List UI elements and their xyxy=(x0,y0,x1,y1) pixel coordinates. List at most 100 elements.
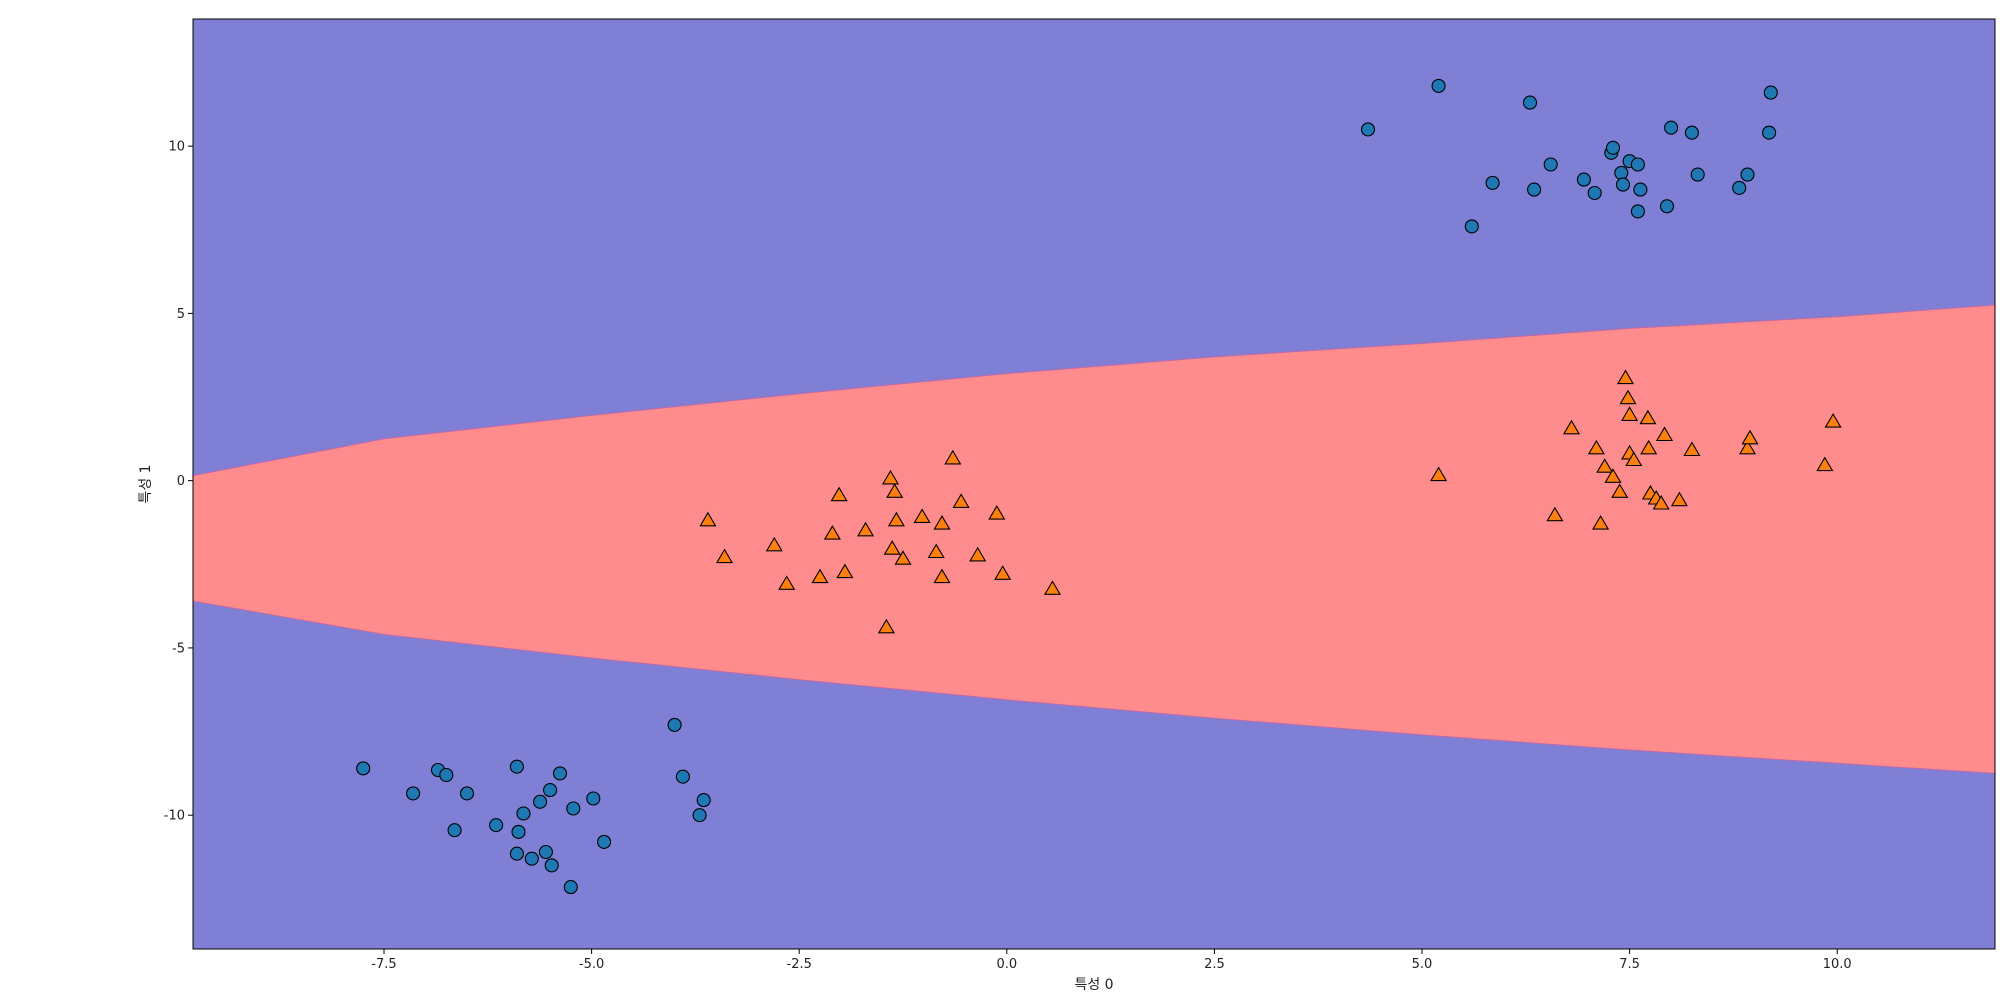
data-point-circle xyxy=(1684,125,1699,140)
data-point-triangle xyxy=(933,568,951,584)
data-point-triangle xyxy=(944,449,962,465)
data-point-triangle xyxy=(765,536,783,552)
x-tick-label: 5.0 xyxy=(1412,957,1433,972)
data-point-triangle xyxy=(881,469,900,485)
data-point-circle xyxy=(1527,182,1542,197)
data-point-circle xyxy=(696,793,711,808)
x-tick-label: 2.5 xyxy=(1204,957,1225,972)
data-point-triangle xyxy=(1625,451,1643,467)
data-point-circle xyxy=(1576,172,1591,187)
data-point-triangle xyxy=(699,511,717,527)
plot-area xyxy=(193,19,1995,949)
data-point-circle xyxy=(439,767,454,783)
data-point-circle xyxy=(552,766,568,781)
data-point-triangle xyxy=(1640,439,1658,455)
data-point-circle xyxy=(356,761,371,776)
data-point-circle xyxy=(509,759,524,774)
data-point-circle xyxy=(1614,165,1629,180)
data-point-triangle xyxy=(988,505,1006,520)
data-point-circle xyxy=(1360,122,1376,137)
data-point-circle xyxy=(538,844,553,860)
data-point-triangle xyxy=(715,548,734,564)
data-point-triangle xyxy=(1611,483,1629,498)
data-point-circle xyxy=(1485,175,1500,190)
data-point-triangle xyxy=(1546,506,1564,522)
data-point-triangle xyxy=(1604,468,1622,483)
data-point-triangle xyxy=(1816,456,1834,472)
data-point-circle xyxy=(675,769,690,784)
data-point-triangle xyxy=(1616,369,1635,385)
data-point-circle xyxy=(667,717,682,732)
data-point-triangle xyxy=(952,493,970,508)
data-point-triangle xyxy=(883,540,901,555)
data-point-circle xyxy=(489,818,504,833)
data-point-triangle xyxy=(811,568,829,584)
y-tick-label: 5 xyxy=(177,307,185,322)
data-points xyxy=(356,78,1842,895)
data-point-circle xyxy=(1605,140,1621,155)
x-axis-label: 특성 0 xyxy=(1074,977,1113,993)
data-point-circle xyxy=(524,851,539,866)
data-point-triangle xyxy=(1824,413,1842,428)
data-point-triangle xyxy=(1621,406,1639,421)
data-point-triangle xyxy=(1592,515,1610,530)
data-point-circle xyxy=(509,846,524,861)
x-tick-label: 7.5 xyxy=(1619,957,1640,972)
data-point-circle xyxy=(1464,219,1479,234)
y-tick-label: 0 xyxy=(177,474,185,489)
data-point-triangle xyxy=(994,565,1012,580)
data-point-circle xyxy=(1740,167,1755,182)
data-point-triangle xyxy=(1670,491,1688,507)
x-tick-label: -7.5 xyxy=(371,957,396,972)
data-point-triangle xyxy=(894,550,912,565)
data-point-triangle xyxy=(1738,439,1757,455)
data-point-circle xyxy=(1615,177,1631,192)
data-point-circle xyxy=(1431,78,1446,93)
x-tick-label: -5.0 xyxy=(579,957,604,972)
data-point-circle xyxy=(1543,157,1558,172)
data-point-triangle xyxy=(857,521,875,537)
data-point-triangle xyxy=(1619,389,1637,405)
data-point-triangle xyxy=(1652,495,1670,510)
data-point-triangle xyxy=(778,575,796,590)
data-point-circle xyxy=(533,794,548,809)
data-point-circle xyxy=(459,786,475,801)
x-tick-label: -2.5 xyxy=(787,957,812,972)
data-point-circle xyxy=(1763,85,1778,100)
data-point-circle xyxy=(544,858,559,873)
data-point-circle xyxy=(1522,95,1538,110)
data-point-circle xyxy=(447,823,462,838)
decision-boundary-lower xyxy=(193,600,1995,774)
data-point-circle xyxy=(597,834,612,849)
y-axis-label: 특성 1 xyxy=(138,464,154,503)
data-point-triangle xyxy=(836,563,854,579)
plot-frame xyxy=(192,18,1996,950)
y-tick-label: -10 xyxy=(164,809,185,824)
x-axis: -7.5 -5.0 -2.5 0.0 2.5 5.0 7.5 10.0 xyxy=(371,949,1852,972)
data-point-circle xyxy=(1630,157,1645,172)
data-point-triangle xyxy=(1430,466,1448,482)
data-point-triangle xyxy=(1741,429,1759,445)
x-tick-label: 0.0 xyxy=(996,957,1017,972)
data-point-triangle xyxy=(823,525,841,540)
data-point-triangle xyxy=(886,483,904,498)
data-point-triangle xyxy=(1655,426,1674,442)
x-tick-label: 10.0 xyxy=(1823,957,1852,972)
data-point-circle xyxy=(1659,199,1675,214)
data-point-circle xyxy=(511,824,526,839)
data-point-circle xyxy=(586,791,601,806)
data-point-triangle xyxy=(933,515,951,530)
data-point-triangle xyxy=(1043,580,1062,595)
data-point-circle xyxy=(692,808,707,823)
data-point-circle xyxy=(1664,120,1679,135)
background-region-class-1 xyxy=(193,305,1995,774)
data-point-circle xyxy=(563,880,578,895)
data-point-triangle xyxy=(1596,458,1614,473)
data-point-triangle xyxy=(830,486,848,502)
data-point-circle xyxy=(516,806,531,821)
data-point-circle xyxy=(1587,185,1602,201)
data-point-circle xyxy=(1690,167,1705,182)
data-point-triangle xyxy=(887,511,905,527)
data-point-circle xyxy=(1732,180,1747,195)
